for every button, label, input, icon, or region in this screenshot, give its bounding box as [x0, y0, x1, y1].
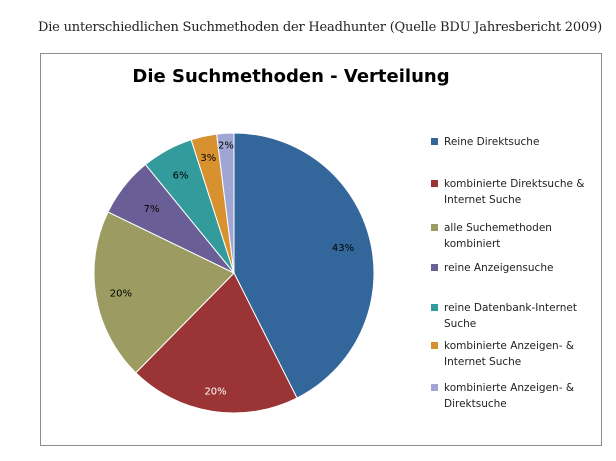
figure-caption: Die unterschiedlichen Suchmethoden der H… [38, 20, 602, 35]
legend-swatch [431, 264, 438, 271]
legend-item-3: alle Suchemethoden kombiniert [431, 220, 601, 252]
slice-label-6: 3% [200, 153, 216, 164]
pie-slice-3 [93, 211, 235, 374]
legend-label: reine Anzeigensuche [444, 262, 554, 274]
legend-swatch [431, 342, 438, 349]
legend-item-2: kombinierte Direktsuche & Internet Suche [431, 176, 601, 208]
legend-label: Reine Direktsuche [444, 136, 540, 148]
legend-swatch [431, 304, 438, 311]
slice-label-7: 2% [218, 140, 234, 151]
legend-item-5: reine Datenbank-Internet Suche [431, 300, 601, 332]
legend-swatch [431, 180, 438, 187]
legend-label: kombinierte Direktsuche & Internet Suche [444, 178, 585, 206]
legend-swatch [431, 384, 438, 391]
chart-frame: Die Suchmethoden - Verteilung 43% 20% 20% 7… [40, 53, 602, 446]
slice-label-4: 7% [144, 204, 160, 215]
chart-title: Die Suchmethoden - Verteilung [132, 66, 450, 87]
pie-slice-7 [216, 132, 235, 274]
legend-label: alle Suchemethoden kombiniert [444, 222, 552, 250]
legend-label: kombinierte Anzeigen- & Direktsuche [444, 382, 575, 410]
pie-slice-1 [233, 132, 375, 399]
legend-swatch [431, 138, 438, 145]
slice-label-1: 43% [332, 243, 354, 254]
slice-label-2: 20% [204, 387, 226, 398]
legend-swatch [431, 224, 438, 231]
legend-item-7: kombinierte Anzeigen- & Direktsuche [431, 380, 601, 412]
legend-label: kombinierte Anzeigen- & Internet Suche [444, 340, 575, 368]
legend-item-4: reine Anzeigensuche [431, 260, 601, 276]
slice-label-5: 6% [173, 171, 189, 182]
legend-item-6: kombinierte Anzeigen- & Internet Suche [431, 338, 601, 370]
legend-label: reine Datenbank-Internet Suche [444, 302, 577, 330]
legend-item-1: Reine Direktsuche [431, 134, 601, 150]
slice-label-3: 20% [110, 289, 132, 300]
pie-chart: 43% 20% 20% 7% 6% 3%2% [93, 132, 375, 414]
pie-slice-2 [135, 272, 298, 414]
